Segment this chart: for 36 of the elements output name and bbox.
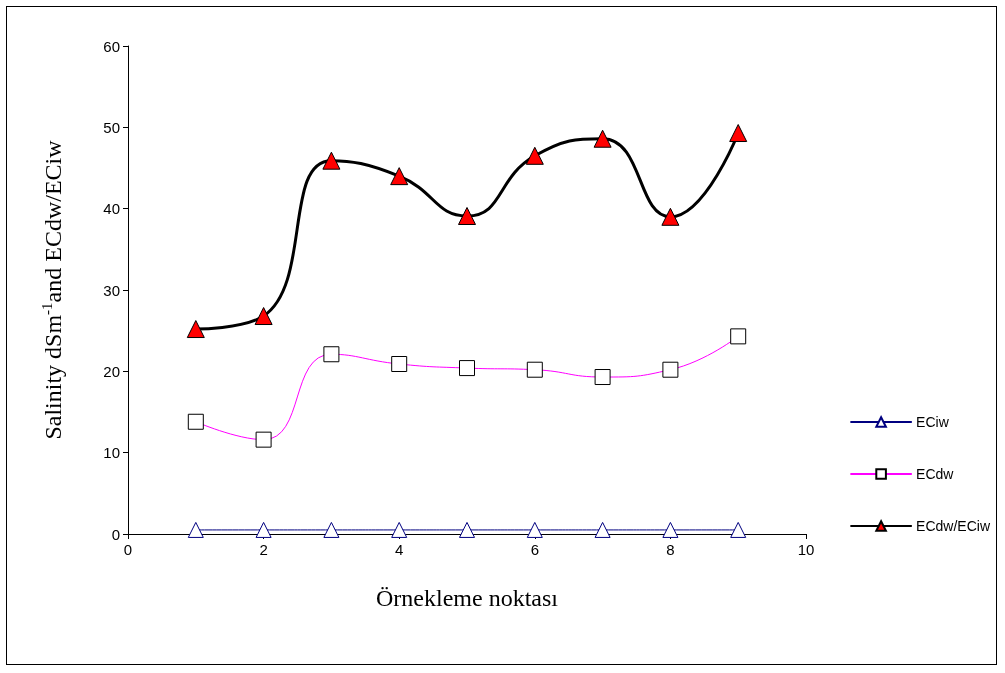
x-tick-label: 0 <box>123 541 133 558</box>
point <box>458 206 476 225</box>
legend-label: ECdw <box>916 466 955 482</box>
point <box>526 521 543 538</box>
x-tick-label: 4 <box>395 541 404 558</box>
point <box>661 207 680 226</box>
x-axis-title: Örnekleme noktası <box>376 585 559 611</box>
legend-label: ECdw/ECiw <box>916 518 991 534</box>
point <box>662 521 679 538</box>
y-tick-label: 10 <box>103 444 120 462</box>
point <box>730 521 747 538</box>
point <box>322 151 341 170</box>
y-tick-label: 0 <box>111 525 120 543</box>
point <box>390 167 409 186</box>
point <box>459 521 475 538</box>
y-tick-label: 30 <box>103 281 120 299</box>
point <box>729 124 748 143</box>
y-tick-label: 20 <box>103 362 120 380</box>
x-tick-label: 8 <box>666 541 675 558</box>
point <box>391 521 408 538</box>
x-tick-label: 6 <box>530 541 539 558</box>
point <box>593 129 612 148</box>
x-tick-label: 10 <box>797 541 815 558</box>
point <box>186 320 205 339</box>
legend-label: ECiw <box>916 414 950 430</box>
x-tick-label: 2 <box>259 541 268 558</box>
y-tick-label: 60 <box>103 37 120 55</box>
y-tick-label: 50 <box>103 118 120 136</box>
y-tick-label: 40 <box>103 200 120 218</box>
y-axis-title: Salinity dSm-1and ECdw/ECiw <box>38 139 66 440</box>
point <box>594 521 611 538</box>
point <box>187 521 204 538</box>
point <box>254 307 273 326</box>
point <box>255 521 272 538</box>
point <box>323 521 340 538</box>
point <box>525 146 544 165</box>
